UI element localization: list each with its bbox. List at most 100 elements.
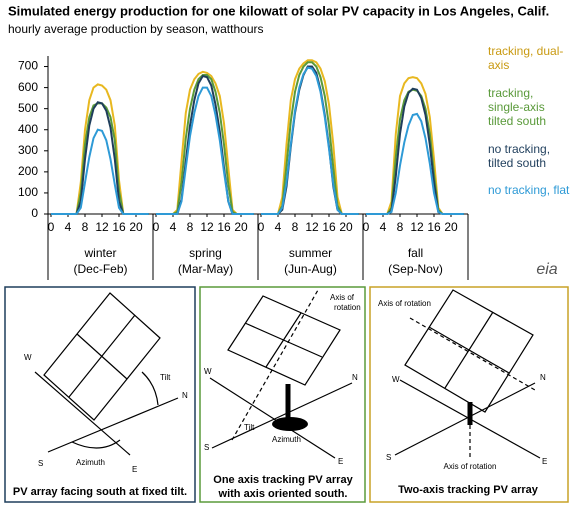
x-tick-label: 12 bbox=[410, 220, 424, 234]
rotation-axis bbox=[409, 317, 536, 391]
legend-entry: tracking, dual-axis bbox=[488, 44, 564, 72]
x-tick-label: 8 bbox=[82, 220, 89, 234]
panel bbox=[227, 295, 341, 386]
diagram-frame bbox=[369, 286, 569, 503]
panel-line bbox=[444, 311, 494, 389]
diagram-label: W bbox=[392, 375, 400, 384]
diagram-label: Azimuth bbox=[272, 435, 301, 444]
y-tick-label: 300 bbox=[18, 143, 38, 157]
series-line bbox=[156, 86, 254, 215]
panel-label: spring bbox=[189, 246, 222, 260]
diagram-fixed: W N S E Tilt Azimuth PV array facing sou… bbox=[4, 286, 196, 503]
panel-period: (Mar-May) bbox=[178, 262, 233, 276]
x-tick-label: 0 bbox=[48, 220, 55, 234]
diagram-label: rotation bbox=[334, 303, 361, 312]
series-line bbox=[366, 112, 464, 215]
diagram-label: W bbox=[24, 353, 32, 362]
diagram-two-axis: Axis of rotation W N S E Axis of rotatio… bbox=[369, 286, 569, 503]
diagram-label: E bbox=[542, 457, 547, 466]
axis-line bbox=[394, 382, 536, 456]
x-tick-label: 16 bbox=[112, 220, 126, 234]
x-tick-label: 16 bbox=[427, 220, 441, 234]
x-tick-label: 4 bbox=[170, 220, 177, 234]
x-tick-label: 20 bbox=[339, 220, 353, 234]
x-tick-label: 8 bbox=[397, 220, 404, 234]
legend-entry: no tracking, tilted south bbox=[488, 142, 551, 170]
panel bbox=[404, 289, 534, 413]
series-line bbox=[51, 102, 149, 215]
chart-title: Simulated energy production for one kilo… bbox=[8, 3, 549, 18]
series-line bbox=[261, 61, 359, 215]
legend-entry: tracking, single-axis tilted south bbox=[488, 86, 547, 128]
panel-period: (Jun-Aug) bbox=[284, 262, 337, 276]
series-line bbox=[366, 87, 464, 215]
x-tick-label: 4 bbox=[275, 220, 282, 234]
series-line bbox=[156, 70, 254, 215]
axis-line bbox=[47, 397, 179, 453]
chart-subtitle: hourly average production by season, wat… bbox=[8, 22, 264, 36]
diagram-label: Axis of rotation bbox=[444, 462, 497, 471]
diagram-label: E bbox=[132, 465, 137, 474]
series-line bbox=[51, 128, 149, 215]
base bbox=[272, 417, 308, 431]
y-tick-label: 600 bbox=[18, 80, 38, 94]
series-line bbox=[51, 101, 149, 215]
diagram-label: S bbox=[38, 459, 43, 468]
y-tick-label: 400 bbox=[18, 122, 38, 136]
x-tick-label: 8 bbox=[187, 220, 194, 234]
x-tick-label: 4 bbox=[380, 220, 387, 234]
panel-label: fall bbox=[408, 246, 423, 260]
panel-label: winter bbox=[83, 246, 116, 260]
diagram-label: N bbox=[540, 373, 546, 382]
diagram-label: N bbox=[352, 373, 358, 382]
diagram-frame bbox=[199, 286, 366, 503]
x-tick-label: 16 bbox=[322, 220, 336, 234]
x-tick-label: 12 bbox=[305, 220, 319, 234]
diagram-label: Azimuth bbox=[76, 458, 105, 467]
y-tick-label: 100 bbox=[18, 185, 38, 199]
series-line bbox=[261, 65, 359, 215]
axis-line bbox=[211, 382, 353, 449]
y-tick-label: 200 bbox=[18, 164, 38, 178]
x-tick-label: 20 bbox=[129, 220, 143, 234]
series-line bbox=[261, 59, 359, 215]
panel-line bbox=[265, 312, 302, 368]
x-tick-label: 20 bbox=[444, 220, 458, 234]
panel-period: (Sep-Nov) bbox=[388, 262, 443, 276]
series-line bbox=[156, 74, 254, 215]
diagram-caption: Two-axis tracking PV array bbox=[398, 484, 539, 496]
diagram-label: N bbox=[182, 391, 188, 400]
diagram-label: Axis of bbox=[330, 293, 355, 302]
diagram-frame bbox=[4, 286, 196, 503]
diagram-caption: One axis tracking PV array bbox=[213, 474, 353, 486]
axis-line bbox=[34, 371, 131, 456]
diagram-label: Tilt bbox=[244, 423, 255, 432]
x-tick-label: 16 bbox=[217, 220, 231, 234]
diagram-label: E bbox=[338, 457, 343, 466]
y-tick-label: 700 bbox=[18, 59, 38, 73]
logo: eia bbox=[536, 261, 557, 278]
diagram-caption: with axis oriented south. bbox=[218, 488, 348, 500]
x-tick-label: 0 bbox=[258, 220, 265, 234]
diagram-label: S bbox=[204, 443, 209, 452]
x-tick-label: 12 bbox=[200, 220, 214, 234]
x-tick-label: 20 bbox=[234, 220, 248, 234]
diagram-caption: PV array facing south at fixed tilt. bbox=[13, 486, 187, 498]
x-tick-label: 8 bbox=[292, 220, 299, 234]
legend-entry: no tracking, flat bbox=[488, 183, 570, 197]
panel-line bbox=[68, 314, 136, 398]
arc bbox=[71, 439, 121, 449]
x-tick-label: 4 bbox=[65, 220, 72, 234]
diagram-label: Axis of rotation bbox=[378, 299, 431, 308]
y-tick-label: 500 bbox=[18, 101, 38, 115]
axis-line bbox=[209, 377, 336, 459]
x-tick-label: 0 bbox=[363, 220, 370, 234]
series-line bbox=[366, 88, 464, 215]
panel bbox=[43, 292, 161, 421]
series-line bbox=[156, 74, 254, 215]
panel-period: (Dec-Feb) bbox=[73, 262, 127, 276]
diagram-label: S bbox=[386, 453, 391, 462]
diagram-one-axis: Axis of rotation W N S E Tilt Azimuth On… bbox=[199, 286, 366, 503]
